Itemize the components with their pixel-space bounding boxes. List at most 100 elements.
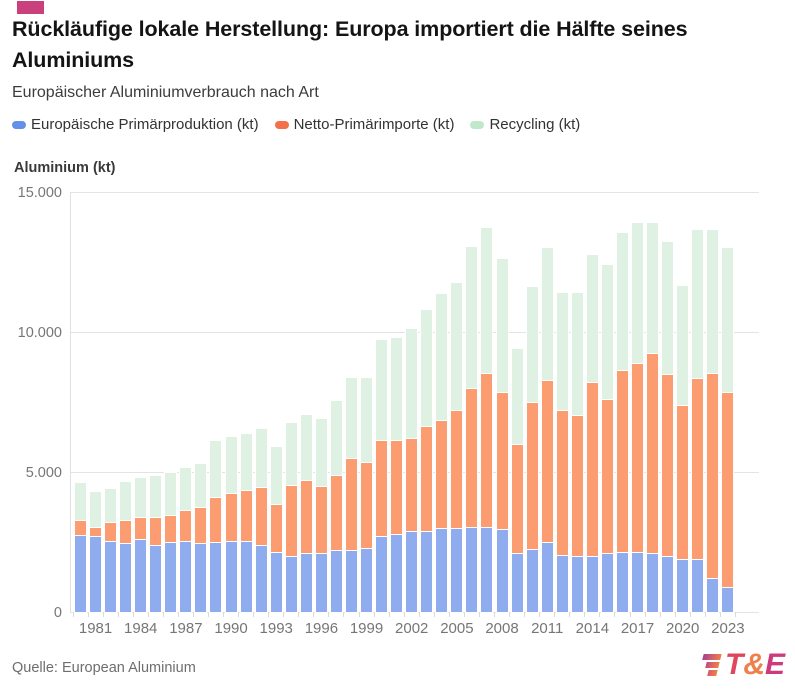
bar-1989-segment[interactable] — [209, 541, 223, 613]
bar-2015-segment[interactable] — [600, 552, 614, 613]
bar-2017-segment[interactable] — [631, 361, 645, 553]
bar-2004-segment[interactable] — [435, 293, 449, 422]
bar-1991-segment[interactable] — [239, 489, 253, 542]
bar-2005-segment[interactable] — [450, 527, 464, 613]
bar-2006-segment[interactable] — [465, 245, 479, 389]
bar-2021-segment[interactable] — [691, 228, 705, 380]
bar-1995-segment[interactable] — [299, 479, 313, 555]
bar-1996-segment[interactable] — [314, 484, 328, 555]
bar-1980-segment[interactable] — [74, 534, 87, 613]
bar-2018-segment[interactable] — [646, 351, 660, 555]
bar-1990-segment[interactable] — [224, 539, 238, 613]
bar-1985-segment[interactable] — [149, 515, 163, 546]
bar-1986-segment[interactable] — [164, 472, 178, 517]
bar-2007-segment[interactable] — [480, 525, 494, 613]
bar-1981-segment[interactable] — [89, 490, 103, 528]
bar-1991-segment[interactable] — [239, 539, 253, 613]
bar-1994-segment[interactable] — [284, 555, 298, 613]
bar-2011-segment[interactable] — [540, 247, 554, 381]
bar-2006-segment[interactable] — [465, 525, 479, 613]
legend-item[interactable]: Netto-Primärimporte (kt) — [274, 116, 454, 133]
bar-1992-segment[interactable] — [254, 486, 268, 546]
bar-2016-segment[interactable] — [615, 231, 629, 371]
bar-1998-segment[interactable] — [344, 549, 358, 613]
bar-1988-segment[interactable] — [194, 462, 208, 508]
bar-2013-segment[interactable] — [570, 291, 584, 416]
bar-2000-segment[interactable] — [375, 438, 389, 538]
bar-2019-segment[interactable] — [661, 241, 675, 375]
bar-1985-segment[interactable] — [149, 543, 163, 613]
bar-1987-segment[interactable] — [179, 539, 193, 613]
bar-2010-segment[interactable] — [525, 286, 539, 403]
bar-1988-segment[interactable] — [194, 505, 208, 545]
bar-1996-segment[interactable] — [314, 552, 328, 613]
bar-2001-segment[interactable] — [390, 532, 404, 613]
bar-1984-segment[interactable] — [134, 515, 148, 541]
bar-2022-segment[interactable] — [706, 577, 720, 613]
bar-2006-segment[interactable] — [465, 387, 479, 528]
bar-1988-segment[interactable] — [194, 542, 208, 613]
bar-2008-segment[interactable] — [495, 528, 509, 613]
bar-1994-segment[interactable] — [284, 422, 298, 486]
bar-2020-segment[interactable] — [676, 403, 690, 560]
bar-2005-segment[interactable] — [450, 281, 464, 412]
bar-2021-segment[interactable] — [691, 377, 705, 560]
bar-2018-segment[interactable] — [646, 552, 660, 613]
bar-1999-segment[interactable] — [360, 377, 374, 464]
bar-1997-segment[interactable] — [329, 473, 343, 552]
bar-1982-segment[interactable] — [104, 521, 118, 542]
bar-2019-segment[interactable] — [661, 373, 675, 557]
bar-1981-segment[interactable] — [89, 525, 103, 538]
bar-2002-segment[interactable] — [405, 328, 419, 440]
bar-2002-segment[interactable] — [405, 529, 419, 613]
bar-2018-segment[interactable] — [646, 221, 660, 354]
bar-2009-segment[interactable] — [510, 442, 524, 555]
bar-1984-segment[interactable] — [134, 538, 148, 613]
bar-1983-segment[interactable] — [119, 480, 133, 521]
bar-2012-segment[interactable] — [555, 409, 569, 556]
bar-2012-segment[interactable] — [555, 291, 569, 412]
bar-1984-segment[interactable] — [134, 476, 148, 518]
bar-2014-segment[interactable] — [585, 381, 599, 557]
bar-2022-segment[interactable] — [706, 228, 720, 374]
bar-2014-segment[interactable] — [585, 253, 599, 384]
bar-1987-segment[interactable] — [179, 466, 193, 511]
bar-1993-segment[interactable] — [269, 445, 283, 506]
bar-2004-segment[interactable] — [435, 527, 449, 613]
bar-2007-segment[interactable] — [480, 227, 494, 374]
bar-2013-segment[interactable] — [570, 555, 584, 613]
bar-1990-segment[interactable] — [224, 436, 238, 494]
bar-2011-segment[interactable] — [540, 378, 554, 543]
bar-1998-segment[interactable] — [344, 456, 358, 552]
bar-2023-segment[interactable] — [721, 246, 735, 394]
bar-2013-segment[interactable] — [570, 413, 584, 557]
bar-1986-segment[interactable] — [164, 514, 178, 543]
bar-1990-segment[interactable] — [224, 492, 238, 542]
bar-2022-segment[interactable] — [706, 371, 720, 580]
bar-2016-segment[interactable] — [615, 550, 629, 613]
bar-2002-segment[interactable] — [405, 437, 419, 532]
bar-2003-segment[interactable] — [420, 529, 434, 613]
bar-1992-segment[interactable] — [254, 543, 268, 613]
bar-1995-segment[interactable] — [299, 552, 313, 613]
bar-2007-segment[interactable] — [480, 371, 494, 528]
bar-1999-segment[interactable] — [360, 461, 374, 549]
bar-2023-segment[interactable] — [721, 391, 735, 588]
bar-2004-segment[interactable] — [435, 419, 449, 529]
legend-item[interactable]: Europäische Primärproduktion (kt) — [12, 116, 259, 133]
bar-2005-segment[interactable] — [450, 409, 464, 529]
bar-1993-segment[interactable] — [269, 550, 283, 613]
bar-1983-segment[interactable] — [119, 542, 133, 613]
bar-1987-segment[interactable] — [179, 508, 193, 542]
bar-1981-segment[interactable] — [89, 535, 103, 613]
legend-item[interactable]: Recycling (kt) — [470, 116, 580, 133]
bar-2023-segment[interactable] — [721, 585, 735, 613]
bar-2020-segment[interactable] — [676, 557, 690, 613]
bar-2003-segment[interactable] — [420, 308, 434, 427]
bar-2015-segment[interactable] — [600, 263, 614, 401]
bar-2001-segment[interactable] — [390, 336, 404, 441]
bar-2019-segment[interactable] — [661, 555, 675, 613]
bar-2009-segment[interactable] — [510, 347, 524, 445]
bar-1980-segment[interactable] — [74, 518, 87, 537]
bar-2009-segment[interactable] — [510, 552, 524, 613]
